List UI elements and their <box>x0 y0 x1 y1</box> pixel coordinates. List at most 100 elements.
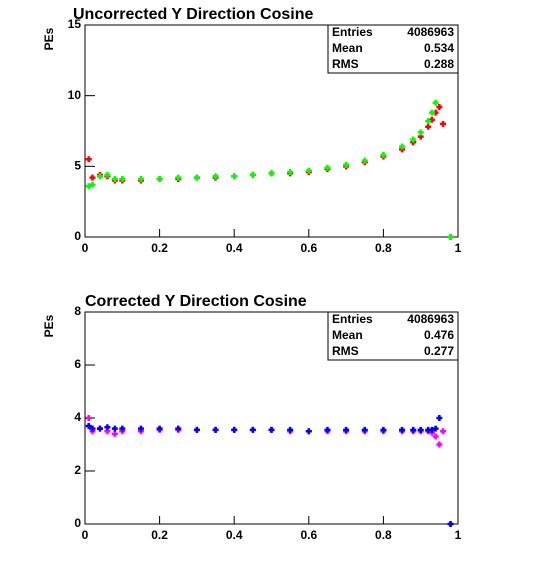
data-point <box>417 129 424 136</box>
data-point <box>193 426 200 433</box>
data-point <box>432 433 439 440</box>
y-axis-label: PEs <box>42 27 56 50</box>
data-point <box>436 103 443 110</box>
data-point <box>432 99 439 106</box>
data-point <box>410 136 417 143</box>
data-point <box>119 176 126 183</box>
data-point <box>104 424 111 431</box>
data-point <box>137 425 144 432</box>
x-tick-label: 0.8 <box>375 241 392 255</box>
data-point <box>399 143 406 150</box>
stats-label: Mean <box>332 328 363 342</box>
data-point <box>287 168 294 175</box>
data-point <box>175 174 182 181</box>
x-tick-label: 0.6 <box>300 528 317 542</box>
data-point <box>343 161 350 168</box>
stats-value: 0.476 <box>424 328 454 342</box>
data-point <box>104 171 111 178</box>
data-point <box>175 425 182 432</box>
data-point <box>111 430 118 437</box>
y-tick-label: 0 <box>74 516 81 530</box>
data-point <box>361 426 368 433</box>
data-point <box>268 426 275 433</box>
data-point <box>305 428 312 435</box>
y-tick-label: 6 <box>74 357 81 371</box>
data-point <box>96 425 103 432</box>
y-tick-label: 4 <box>74 410 81 424</box>
x-tick-label: 0.8 <box>375 528 392 542</box>
data-point <box>111 425 118 432</box>
stats-box <box>327 311 459 361</box>
data-point <box>249 171 256 178</box>
data-point <box>440 428 447 435</box>
data-point <box>428 109 435 116</box>
data-point <box>417 426 424 433</box>
y-tick-label: 5 <box>74 159 81 173</box>
data-point <box>212 173 219 180</box>
stats-value: 4086963 <box>407 25 454 39</box>
x-tick-label: 0.2 <box>151 528 168 542</box>
data-point <box>193 174 200 181</box>
y-tick-label: 10 <box>68 88 82 102</box>
y-tick-label: 15 <box>68 17 82 31</box>
data-point <box>212 426 219 433</box>
x-tick-label: 0.2 <box>151 241 168 255</box>
data-point <box>85 415 92 421</box>
chart-title: Corrected Y Direction Cosine <box>85 293 307 310</box>
data-point <box>436 441 443 448</box>
data-point <box>324 164 331 171</box>
data-point <box>156 425 163 432</box>
data-point <box>96 173 103 180</box>
data-point <box>305 167 312 174</box>
y-axis-label: PEs <box>42 314 56 337</box>
x-tick-label: 0.6 <box>300 241 317 255</box>
x-tick-label: 0 <box>82 241 89 255</box>
data-point <box>85 183 92 190</box>
data-point <box>324 426 331 433</box>
data-point <box>89 181 96 188</box>
y-tick-label: 0 <box>74 229 81 243</box>
stats-box <box>327 24 459 74</box>
data-point <box>156 176 163 183</box>
x-tick-label: 1 <box>455 241 462 255</box>
data-point <box>432 425 439 432</box>
data-point <box>425 123 432 130</box>
data-point <box>287 426 294 433</box>
stats-label: Entries <box>332 312 373 326</box>
data-point <box>119 425 126 432</box>
data-point <box>447 521 454 527</box>
stats-value: 0.534 <box>424 41 454 55</box>
data-point <box>231 426 238 433</box>
x-tick-label: 0.4 <box>226 241 243 255</box>
x-tick-label: 0 <box>82 528 89 542</box>
x-tick-label: 0.4 <box>226 528 243 542</box>
data-point <box>380 152 387 159</box>
data-point <box>85 156 92 163</box>
data-point <box>89 425 96 432</box>
data-point <box>428 116 435 123</box>
data-point <box>447 234 454 240</box>
y-tick-label: 2 <box>74 463 81 477</box>
stats-value: 4086963 <box>407 312 454 326</box>
stats-label: Mean <box>332 41 363 55</box>
data-point <box>425 118 432 125</box>
data-point <box>85 422 92 429</box>
data-point <box>231 173 238 180</box>
data-point <box>410 426 417 433</box>
data-point <box>111 176 118 183</box>
data-point <box>428 426 435 433</box>
chart-title: Uncorrected Y Direction Cosine <box>73 6 313 23</box>
data-point <box>436 415 443 421</box>
y-tick-label: 8 <box>74 304 81 318</box>
data-point <box>380 426 387 433</box>
data-point <box>343 426 350 433</box>
data-point <box>137 176 144 183</box>
data-point <box>249 426 256 433</box>
stats-label: Entries <box>332 25 373 39</box>
stats-value: 0.288 <box>424 57 454 71</box>
data-point <box>399 426 406 433</box>
x-tick-label: 1 <box>455 528 462 542</box>
stats-label: RMS <box>332 57 359 71</box>
data-point <box>89 174 96 181</box>
